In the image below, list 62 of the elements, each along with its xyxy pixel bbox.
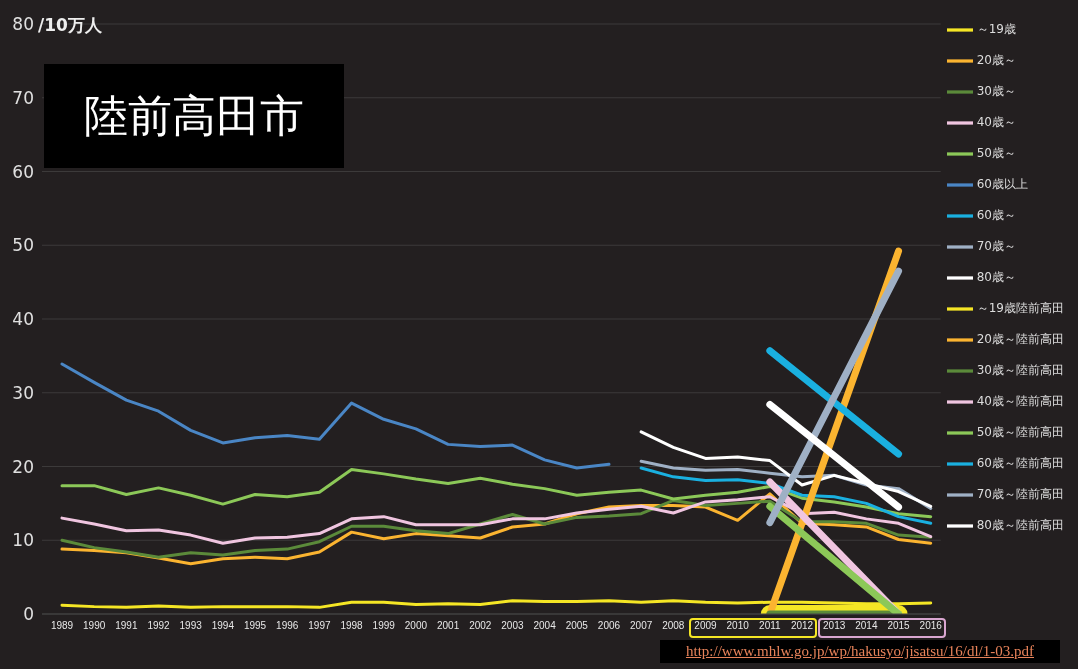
legend-label: 40歳～ [976,115,1016,129]
line-series [60,362,611,470]
line-series [639,466,933,525]
x-tick-label: 2006 [597,620,621,632]
x-tick-label: 2001 [436,620,460,632]
line-series [60,498,933,559]
x-tick-label: 2009 [694,620,718,632]
legend-label: ～19歳 [976,22,1016,36]
annotation: 陸前高田市 [44,64,344,168]
x-tick-label: 1994 [211,620,235,632]
legend-label: 40歳～陸前高田 [976,394,1064,408]
legend-label: 60歳以上 [976,177,1028,191]
x-tick-label: 1999 [372,620,396,632]
x-tick-label: 2002 [469,620,492,632]
x-tick-label: 2008 [662,620,685,632]
legend-label: 50歳～ [976,146,1016,160]
x-tick-label: 2013 [823,620,846,632]
legend-label: 70歳～陸前高田 [976,487,1064,501]
y-tick-label: 70 [12,87,34,108]
x-tick-label: 1992 [147,620,171,632]
x-tick-label: 1989 [50,620,74,632]
legend-label: ～19歳陸前高田 [976,301,1064,315]
legend-label: 30歳～ [976,84,1016,98]
y-tick-label: 80 [12,14,34,35]
legend-label: 60歳～陸前高田 [976,456,1064,470]
y-tick-label: 10 [12,530,34,551]
x-tick-label: 2000 [404,620,428,632]
x-tick-label: 2011 [759,620,782,632]
line-series [60,467,933,519]
y-tick-label: 30 [12,382,34,403]
line-series [60,599,933,609]
legend-label: 50歳～陸前高田 [976,425,1064,439]
x-tick-label: 2016 [919,620,943,632]
legend-label: 60歳～ [976,208,1016,222]
x-tick-label: 2007 [630,620,653,632]
x-tick-label: 1996 [276,620,299,632]
legend-label: 70歳～ [976,239,1016,253]
x-tick-label: 1990 [83,620,106,632]
x-tick-label: 1998 [340,620,364,632]
x-tick-label: 1991 [115,620,138,632]
y-tick-label: 40 [12,309,34,330]
legend-label: 20歳～ [976,53,1016,67]
legend-label: 80歳～ [976,270,1016,284]
x-tick-label: 2010 [726,620,750,632]
x-tick-label: 2003 [501,620,525,632]
y-tick-label: 20 [12,456,34,477]
x-tick-label: 1993 [179,620,203,632]
x-tick-label: 2014 [855,620,878,632]
y-tick-label: 50 [12,235,34,256]
y-tick-label: 60 [12,161,34,182]
x-tick-label: 1995 [243,620,267,632]
legend-label: 30歳～陸前高田 [976,363,1064,377]
y-axis-title: /10万人 [38,14,102,37]
x-tick-label: 1997 [308,620,331,632]
x-tick-label: 2015 [887,620,911,632]
y-tick-label: 0 [23,604,34,625]
legend-label: 20歳～陸前高田 [976,332,1064,346]
legend-label: 80歳～陸前高田 [976,518,1064,532]
x-tick-label: 2012 [790,620,814,632]
x-tick-label: 2004 [533,620,557,632]
text: http://www.mhlw.go.jp/wp/hakusyo/jisatsu/16/dl/1-03.pdf [660,640,1060,663]
x-tick-label: 2005 [565,620,589,632]
